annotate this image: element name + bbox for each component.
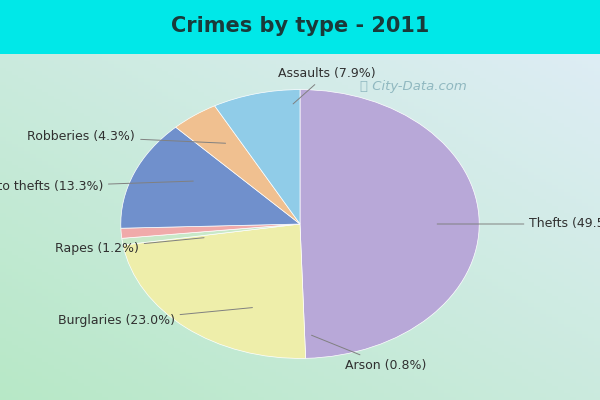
Wedge shape [121,127,300,228]
Text: ⓘ City-Data.com: ⓘ City-Data.com [360,80,467,93]
Wedge shape [122,224,300,245]
Text: Rapes (1.2%): Rapes (1.2%) [55,238,204,255]
Wedge shape [215,90,300,224]
Wedge shape [121,224,300,238]
Text: Crimes by type - 2011: Crimes by type - 2011 [171,16,429,36]
Text: Thefts (49.5%): Thefts (49.5%) [437,218,600,230]
Text: Assaults (7.9%): Assaults (7.9%) [278,67,376,104]
Text: Arson (0.8%): Arson (0.8%) [311,335,426,372]
Text: Robberies (4.3%): Robberies (4.3%) [28,130,226,143]
Wedge shape [176,106,300,224]
Text: Burglaries (23.0%): Burglaries (23.0%) [58,308,253,327]
Wedge shape [300,90,479,358]
Wedge shape [123,224,305,358]
Text: Auto thefts (13.3%): Auto thefts (13.3%) [0,180,193,193]
